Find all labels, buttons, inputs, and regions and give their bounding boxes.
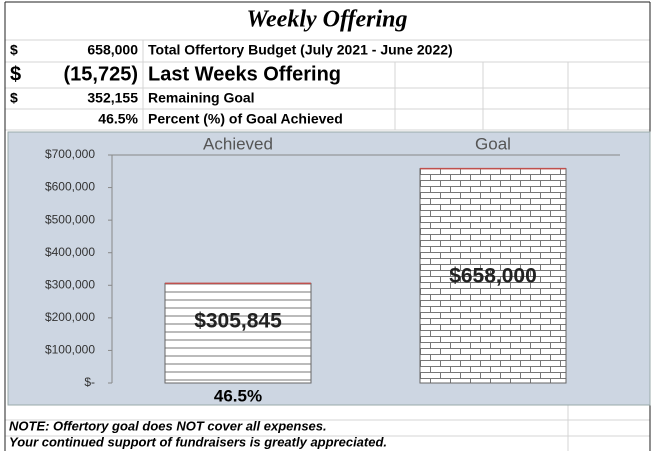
table: $658,000 Total Offertory Budget (July 202… (10, 42, 453, 127)
amount: 46.5% (98, 111, 138, 127)
annotation: 46.5% (214, 386, 262, 405)
value-label: $658,000 (449, 265, 537, 288)
y-tick-label: $- (84, 375, 95, 389)
value-label: $305,845 (194, 310, 282, 333)
chart: $- $100,000 $200,000 $300,000 $400,000 $500,0… (45, 134, 567, 405)
bar (164, 282, 312, 384)
category-label: Goal (475, 134, 511, 153)
y-tick-label: $600,000 (45, 180, 95, 194)
y-tick-label: $700,000 (45, 147, 95, 161)
currency: $ (10, 90, 18, 106)
sheet-title: Weekly Offering (246, 7, 407, 33)
row-label: Total Offertory Budget (July 2021 - June… (148, 42, 453, 58)
currency: $ (10, 42, 18, 58)
y-tick-label: $400,000 (45, 245, 95, 259)
amount: 352,155 (87, 90, 138, 106)
row-label: Remaining Goal (148, 90, 255, 106)
y-tick-label: $200,000 (45, 310, 95, 324)
note: Your continued support of fundraisers is… (9, 434, 387, 449)
y-tick-label: $500,000 (45, 212, 95, 226)
row-label: Last Weeks Offering (148, 63, 341, 85)
y-tick-label: $300,000 (45, 277, 95, 291)
currency: $ (10, 63, 21, 85)
y-tick-label: $100,000 (45, 343, 95, 357)
bar (419, 168, 567, 384)
category-label: Achieved (203, 134, 273, 153)
note: NOTE: Offertory goal does NOT cover all … (9, 418, 327, 433)
row-label: Percent (%) of Goal Achieved (148, 111, 343, 127)
amount: (15,725) (64, 63, 139, 85)
amount: 658,000 (87, 42, 138, 58)
